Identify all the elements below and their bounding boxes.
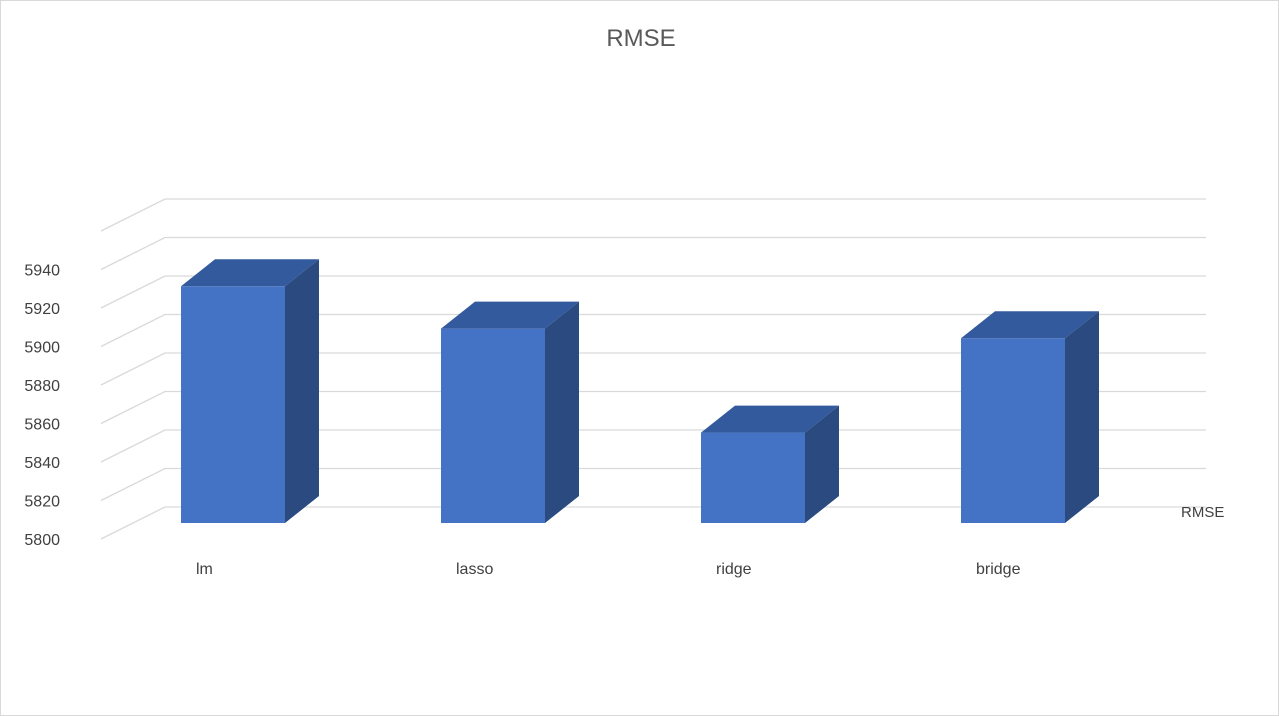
bar-top <box>701 405 839 433</box>
category-label-ridge: ridge <box>716 561 752 578</box>
grid-line-3 <box>100 390 1206 425</box>
y-tick-label: 5820 <box>24 494 60 511</box>
bar-front <box>181 286 285 523</box>
y-tick-label: 5920 <box>24 301 60 318</box>
y-tick-label: 5940 <box>24 263 60 280</box>
category-label-lasso: lasso <box>456 561 493 578</box>
bar-lasso <box>441 301 579 523</box>
y-tick-label: 5860 <box>24 417 60 434</box>
grid-line-8 <box>100 198 1206 232</box>
bar-side <box>805 405 839 523</box>
bar-side <box>1065 311 1099 523</box>
bar-side <box>285 259 319 523</box>
bar-front <box>701 432 805 523</box>
grid-line-7 <box>100 236 1206 271</box>
bar-lm <box>181 259 319 523</box>
bar-front <box>441 328 545 523</box>
bar-side <box>545 301 579 523</box>
grid-lines <box>100 198 1206 540</box>
category-label-bridge: bridge <box>976 561 1021 578</box>
y-tick-label: 5880 <box>24 378 60 395</box>
bar-bridge <box>961 311 1099 523</box>
chart-title: RMSE <box>606 25 675 52</box>
grid-line-2 <box>100 429 1206 463</box>
series-label: RMSE <box>1181 504 1224 521</box>
bars <box>181 259 1099 523</box>
y-tick-label: 5840 <box>24 455 60 472</box>
grid-line-6 <box>100 275 1206 309</box>
bar-top <box>181 259 319 287</box>
category-label-lm: lm <box>196 561 213 578</box>
bar-top <box>441 301 579 329</box>
bar-ridge <box>701 405 839 523</box>
grid-line-1 <box>100 467 1206 502</box>
grid-line-0 <box>100 506 1206 540</box>
x-axis-labels: lm lasso ridge bridge <box>196 561 1021 578</box>
grid-line-5 <box>100 313 1206 348</box>
y-axis-ticks: 5800 5820 5840 5860 5880 5900 5920 5940 <box>24 263 60 550</box>
grid-line-4 <box>100 352 1206 386</box>
bar-front <box>961 338 1065 523</box>
y-tick-label: 5800 <box>24 532 60 549</box>
bar-top <box>961 311 1099 339</box>
y-tick-label: 5900 <box>24 340 60 357</box>
